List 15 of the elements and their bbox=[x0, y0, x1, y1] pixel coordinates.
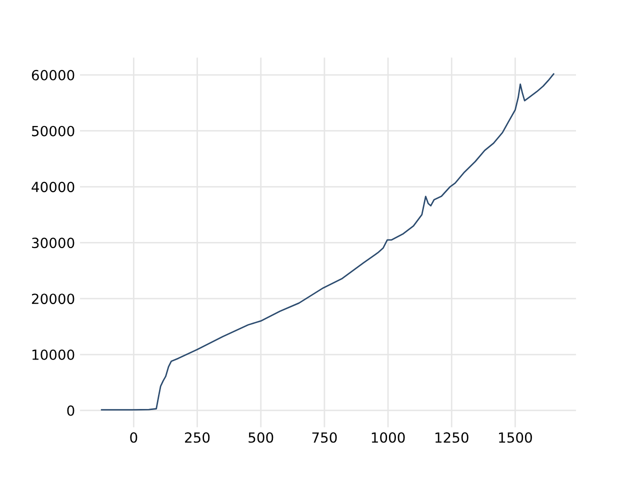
y-tick-label: 60000 bbox=[32, 70, 74, 80]
x-tick-label: 1250 bbox=[435, 432, 468, 443]
x-tick-label: 0 bbox=[130, 432, 138, 443]
x-tick-label: 750 bbox=[312, 432, 337, 443]
y-tick-label: 40000 bbox=[32, 182, 74, 192]
y-tick-label: 20000 bbox=[32, 294, 74, 304]
y-tick-label: 50000 bbox=[32, 126, 74, 136]
y-tick-label: 30000 bbox=[32, 238, 74, 248]
x-tick-label: 1000 bbox=[372, 432, 405, 443]
line-series bbox=[100, 73, 554, 411]
x-tick-label: 1500 bbox=[499, 432, 532, 443]
x-tick-label: 250 bbox=[185, 432, 210, 443]
y-tick-label: 10000 bbox=[32, 349, 74, 360]
y-tick-label: 0 bbox=[67, 405, 74, 416]
x-tick-label: 500 bbox=[248, 432, 274, 443]
